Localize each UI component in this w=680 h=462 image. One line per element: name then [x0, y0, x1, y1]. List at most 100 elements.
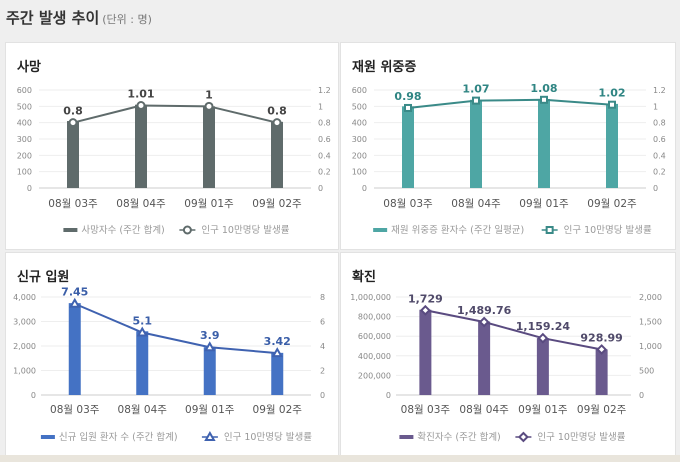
rate-marker — [204, 101, 214, 111]
legend-marker-icon — [545, 226, 554, 234]
y2-tick-label: 2 — [320, 367, 325, 376]
chart-svg: 0 100 200 300 400 500 600 0 0.2 0.4 0.6 0.8 1 1.2 08월 … — [352, 82, 666, 236]
x-tick-label: 08월 04주 — [459, 404, 509, 416]
y2-tick-label: 0.8 — [318, 119, 331, 128]
x-tick-label: 09월 02주 — [587, 198, 637, 210]
rate-marker — [69, 297, 81, 308]
y2-tick-label: 1 — [318, 102, 323, 111]
rate-marker — [136, 101, 146, 111]
y-tick-label: 1,000,000 — [350, 293, 391, 302]
y-tick-label: 400,000 — [358, 352, 391, 361]
y2-tick-label: 1.2 — [653, 86, 666, 95]
bottom-strip — [0, 455, 680, 462]
y2-tick-label: 1,000 — [639, 342, 662, 351]
bar — [203, 106, 215, 188]
y2-tick-label: 6 — [320, 318, 325, 327]
x-tick-label: 09월 01주 — [518, 404, 568, 416]
legend-line-label: 인구 10만명당 발생률 — [201, 225, 289, 236]
bar — [536, 338, 549, 395]
y-tick-label: 0 — [362, 184, 367, 193]
rate-marker — [136, 326, 148, 337]
y-tick-label: 300 — [352, 135, 367, 144]
y-tick-label: 600 — [17, 86, 32, 95]
rate-marker — [404, 103, 412, 112]
y2-tick-label: 4 — [320, 342, 325, 351]
section-header: 주간 발생 추이 (단위 : 명) — [6, 7, 152, 28]
y2-tick-label: 0.6 — [653, 135, 666, 144]
legend-line-label: 인구 10만명당 발생률 — [224, 432, 312, 443]
legend: 신규 입원 환자 수 (주간 합계) 인구 10만명당 발생률 — [40, 430, 312, 443]
y-tick-label: 1,000 — [13, 367, 36, 376]
y-tick-label: 0 — [386, 391, 391, 400]
bar — [67, 121, 79, 188]
data-label: 1,489.76 — [457, 304, 512, 317]
legend: 사망자수 (주간 합계) 인구 10만명당 발생률 — [63, 224, 290, 236]
data-label: 1.07 — [462, 83, 489, 96]
y2-tick-label: 2,000 — [639, 293, 662, 302]
y-tick-label: 4,000 — [13, 293, 36, 302]
data-label: 928.99 — [580, 331, 622, 344]
bar — [419, 309, 432, 395]
bar — [203, 347, 216, 395]
y2-tick-label: 0.2 — [653, 168, 666, 177]
rate-marker — [272, 118, 282, 128]
legend-bar-swatch — [399, 435, 414, 439]
y-tick-label: 500 — [352, 102, 367, 111]
chart-title: 사망 — [17, 60, 41, 75]
data-label: 1.08 — [530, 82, 557, 95]
bar — [68, 303, 81, 395]
rate-line — [425, 309, 602, 351]
rate-marker — [540, 95, 548, 104]
chart-panel-admissions: 신규 입원 0 1,000 2,000 3,000 4,000 0 2 4 6 8 08월 03주 08… — [5, 252, 339, 457]
x-tick-label: 09월 01주 — [184, 198, 234, 210]
legend-bar-label: 확진자수 (주간 합계) — [417, 431, 500, 443]
rate-marker — [478, 316, 490, 328]
x-tick-label: 09월 02주 — [252, 198, 302, 210]
legend-bar-swatch — [40, 435, 55, 439]
y2-tick-label: 1.2 — [318, 86, 331, 95]
y2-tick-label: 0.4 — [653, 151, 666, 160]
y-tick-label: 200 — [352, 151, 367, 160]
rate-marker — [537, 332, 549, 344]
y2-tick-label: 0 — [653, 184, 658, 193]
x-tick-label: 09월 01주 — [519, 198, 569, 210]
bar — [402, 106, 414, 188]
data-label: 7.45 — [61, 286, 88, 299]
legend-bar-label: 사망자수 (주간 합계) — [81, 224, 164, 236]
y-tick-label: 400 — [17, 119, 32, 128]
y-tick-label: 100 — [17, 168, 32, 177]
legend: 재원 위중증 환자수 (주간 일평균) 인구 10만명당 발생률 — [373, 224, 652, 236]
y-tick-label: 0 — [31, 391, 36, 400]
x-tick-label: 08월 04주 — [451, 198, 501, 210]
chart-panel-deaths: 사망 0 100 200 300 400 500 600 0 0.2 0.4 0.6 0.8 1 1.2 08… — [5, 42, 339, 250]
data-label: 1,729 — [408, 292, 443, 305]
rate-marker — [596, 344, 608, 355]
y-tick-label: 400 — [352, 119, 367, 128]
data-label: 1.01 — [127, 88, 154, 101]
bar — [606, 103, 618, 188]
x-tick-label: 08월 03주 — [48, 198, 98, 210]
rate-line — [407, 98, 613, 109]
y-tick-label: 600 — [352, 86, 367, 95]
y2-tick-label: 1,500 — [639, 318, 662, 327]
bar — [478, 321, 491, 395]
legend-bar-label: 재원 위중증 환자수 (주간 일평균) — [391, 224, 524, 236]
data-label: 0.98 — [394, 90, 421, 103]
unit-label: (단위 : 명) — [102, 13, 152, 26]
bar — [595, 349, 608, 395]
y-tick-label: 500 — [17, 102, 32, 111]
chart-panel-critical: 재원 위중증 0 100 200 300 400 500 600 0 0.2 0.4 0.6 0.8 1 1… — [340, 42, 676, 250]
y2-tick-label: 0.2 — [318, 168, 331, 177]
y-tick-label: 2,000 — [13, 342, 36, 351]
x-tick-label: 08월 03주 — [401, 404, 451, 416]
bar — [470, 99, 482, 188]
chart-svg: 0 100 200 300 400 500 600 0 0.2 0.4 0.6 0.8 1 1.2 08월 … — [17, 86, 331, 236]
x-tick-label: 08월 04주 — [118, 404, 168, 416]
section-title: 주간 발생 추이 — [6, 9, 100, 27]
x-tick-label: 09월 01주 — [185, 404, 235, 416]
data-label: 3.42 — [264, 335, 291, 348]
bar — [271, 121, 283, 188]
y-tick-label: 600,000 — [358, 332, 391, 341]
data-label: 1.02 — [598, 87, 625, 100]
y2-tick-label: 0.4 — [318, 151, 331, 160]
